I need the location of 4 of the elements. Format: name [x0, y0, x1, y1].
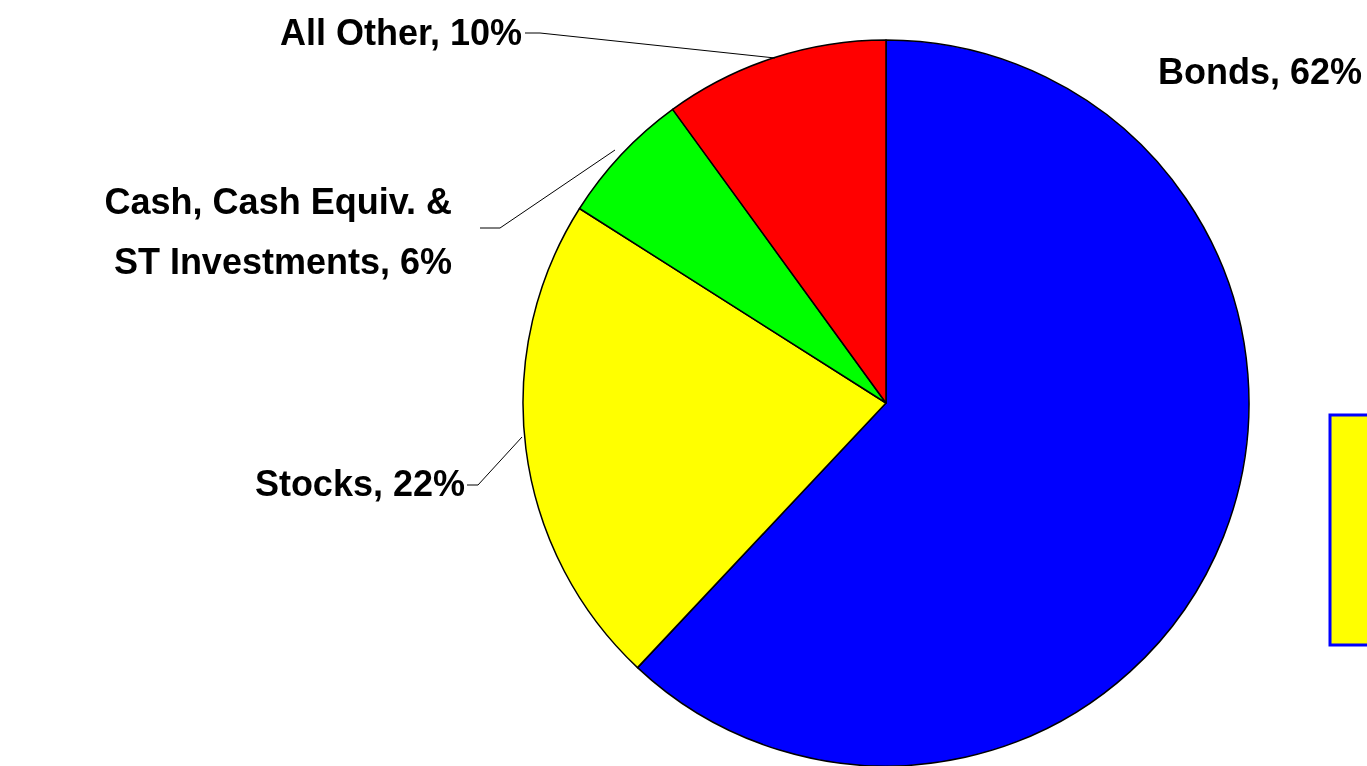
slice-label: Bonds, 62% [1157, 51, 1362, 92]
slice-label: Cash, Cash Equiv. & ST Investments, 6% [104, 181, 452, 282]
slice-label: All Other, 10% [279, 12, 522, 53]
slice-label: Stocks, 22% [254, 463, 465, 504]
